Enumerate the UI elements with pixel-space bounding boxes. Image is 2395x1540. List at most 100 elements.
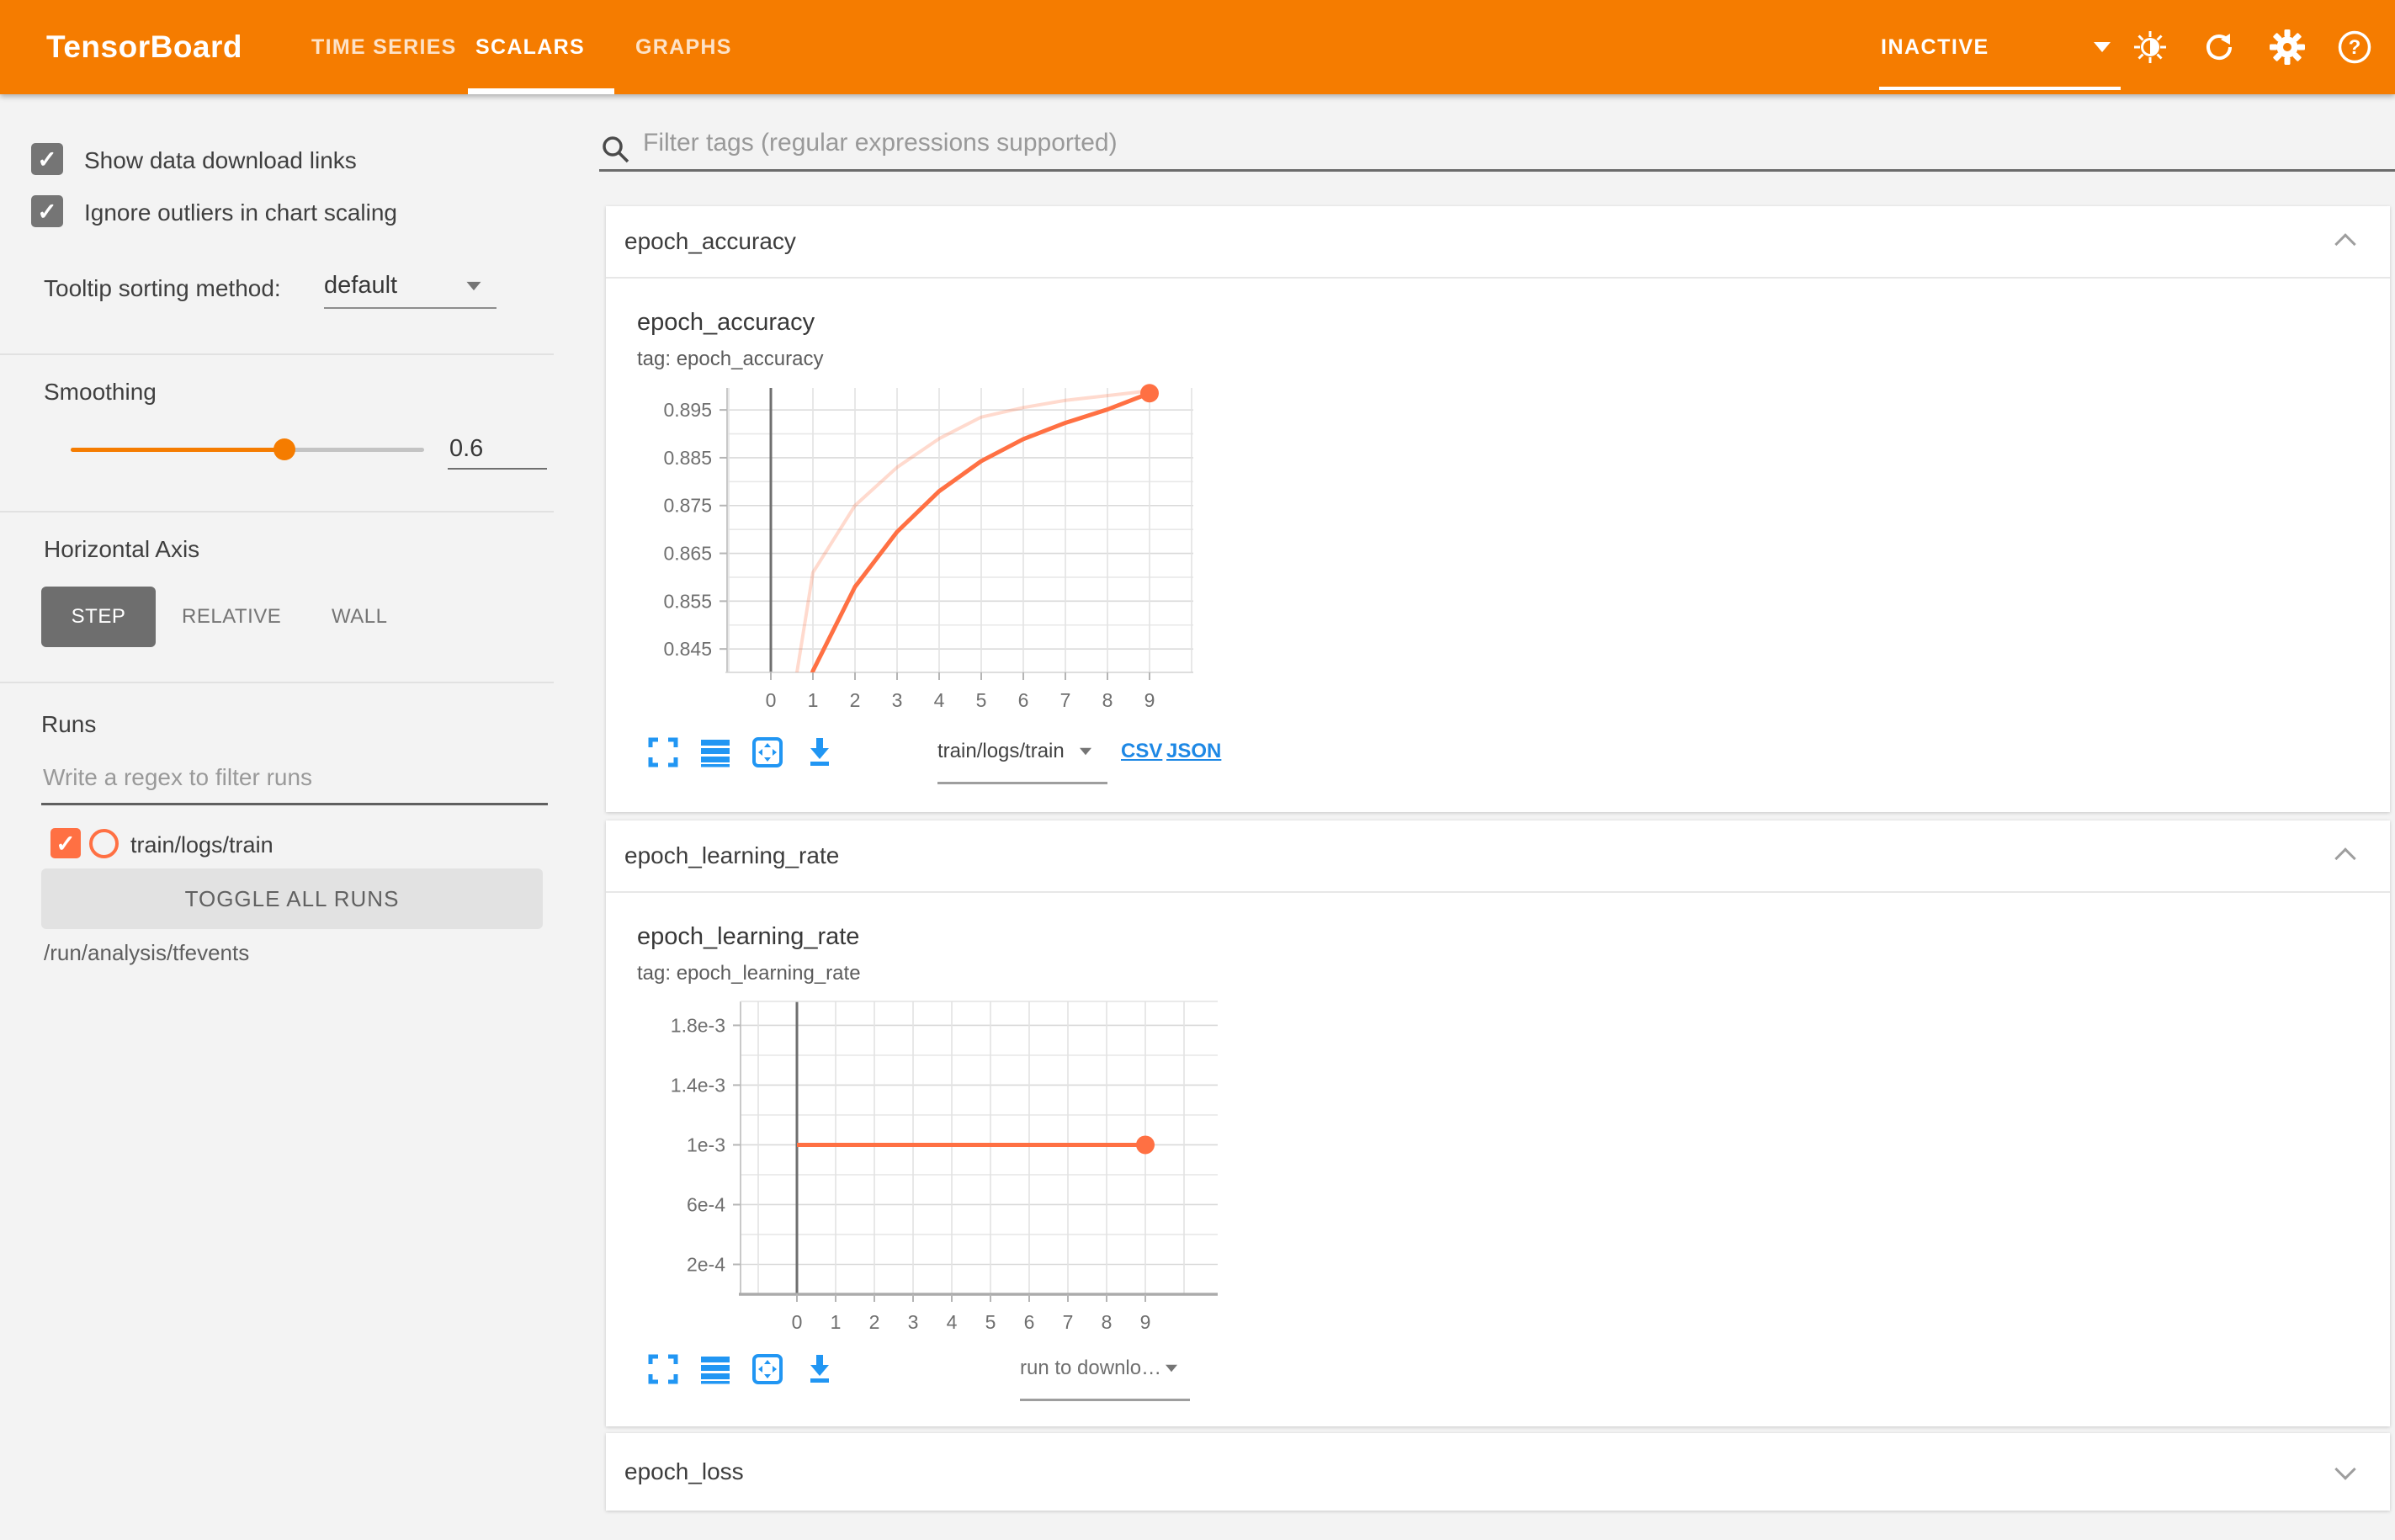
help-icon[interactable]: ? [2336, 29, 2373, 66]
tooltip-sorting-select[interactable]: default [324, 272, 398, 299]
active-tab-underline [468, 88, 614, 94]
x-axis-tick-label: 2 [850, 689, 861, 711]
x-axis-tick-label: 7 [1063, 1311, 1074, 1333]
section-header[interactable]: epoch_learning_rate [624, 842, 840, 868]
x-axis-tick-label: 1 [808, 689, 819, 711]
run-download-select[interactable]: run to downlo… [1020, 1357, 1162, 1379]
svg-text:?: ? [2349, 36, 2361, 59]
y-axis-tick-label: 0.855 [663, 590, 712, 612]
x-axis-tick-label: 9 [1140, 1311, 1151, 1333]
fullscreen-icon[interactable] [647, 736, 679, 768]
checkbox-label: Ignore outliers in chart scaling [84, 199, 397, 226]
brightness-icon[interactable] [2132, 29, 2169, 66]
x-axis-tick-label: 6 [1024, 1311, 1035, 1333]
horizontal-axis-label: Horizontal Axis [44, 536, 200, 562]
chart-tag: tag: epoch_learning_rate [637, 962, 861, 985]
settings-sidebar: Show data download links Ignore outliers… [0, 94, 555, 1540]
smoothing-slider-thumb[interactable] [273, 438, 295, 460]
toggle-all-runs-button[interactable]: TOGGLE ALL RUNS [41, 868, 543, 929]
series-endpoint-marker [1136, 1135, 1155, 1155]
chart-title: epoch_learning_rate [637, 923, 860, 950]
show-download-links-checkbox[interactable] [31, 143, 63, 175]
collapse-icon[interactable] [2334, 233, 2356, 255]
y-axis-tick-label: 0.885 [663, 447, 712, 469]
sidebar-divider [0, 353, 554, 355]
smoothing-slider-fill [71, 448, 283, 452]
fit-domain-icon[interactable] [751, 1353, 783, 1385]
section-header[interactable]: epoch_accuracy [624, 228, 796, 254]
tab-scalars[interactable]: SCALARS [475, 35, 585, 59]
chevron-down-icon [466, 281, 481, 291]
logdir-path: /run/analysis/tfevents [44, 940, 250, 965]
chevron-down-icon[interactable] [2094, 42, 2111, 52]
x-axis-tick-label: 5 [985, 1311, 996, 1333]
status-dropdown[interactable]: INACTIVE [1881, 35, 1989, 59]
axis-relative-button[interactable]: RELATIVE [182, 605, 282, 628]
card-divider [606, 891, 2390, 893]
x-axis-tick-label: 8 [1102, 1311, 1113, 1333]
json-download-link[interactable]: JSON [1166, 740, 1222, 762]
chart-tag: tag: epoch_accuracy [637, 348, 824, 370]
epoch-learning-rate-card: epoch_learning_rate epoch_learning_rate … [606, 820, 2390, 1426]
app-header: TensorBoard TIME SERIES SCALARS GRAPHS I… [0, 0, 2395, 94]
x-axis-tick-label: 0 [766, 689, 777, 711]
accuracy-line-chart[interactable]: 0.845 0.855 0.865 0.875 0.885 0.895 0 1 2 3 4 5 6 7 8 9 [623, 379, 1262, 715]
chevron-down-icon [1166, 1364, 1177, 1373]
sidebar-divider [0, 511, 554, 512]
x-axis-tick-label: 2 [869, 1311, 880, 1333]
y-axis-tick-label: 0.865 [663, 543, 712, 565]
tab-graphs[interactable]: GRAPHS [635, 35, 732, 59]
epoch-loss-card: epoch_loss [606, 1433, 2390, 1511]
input-underline [448, 468, 547, 470]
axis-step-button[interactable]: STEP [41, 587, 156, 647]
x-axis-tick-label: 4 [947, 1311, 958, 1333]
refresh-icon[interactable] [2201, 29, 2238, 66]
filter-tags-input[interactable] [641, 128, 1991, 158]
tooltip-sorting-label: Tooltip sorting method: [44, 275, 281, 301]
settings-icon[interactable] [2269, 29, 2306, 66]
section-header[interactable]: epoch_loss [624, 1458, 744, 1484]
smoothing-value-input[interactable] [448, 434, 550, 464]
runs-label: Runs [41, 711, 97, 737]
runs-filter-input[interactable] [41, 763, 516, 792]
view-lines-icon[interactable] [699, 736, 731, 768]
run-checkbox[interactable] [50, 828, 81, 858]
ignore-outliers-checkbox[interactable] [31, 195, 63, 227]
download-icon[interactable] [804, 736, 836, 768]
axis-wall-button[interactable]: WALL [332, 605, 388, 628]
series-line-smoothed [810, 390, 1150, 672]
download-icon[interactable] [804, 1353, 836, 1385]
learning-rate-line-chart[interactable]: 2e-4 6e-4 1e-3 1.4e-3 1.8e-3 0 1 2 3 4 5 6 7 8 9 [623, 993, 1262, 1342]
checkbox-label: Show data download links [84, 147, 357, 173]
tab-time-series[interactable]: TIME SERIES [311, 35, 457, 59]
csv-download-link[interactable]: CSV [1121, 740, 1163, 762]
fullscreen-icon[interactable] [647, 1353, 679, 1385]
x-axis-tick-label: 0 [792, 1311, 803, 1333]
y-axis-tick-label: 0.845 [663, 638, 712, 660]
view-lines-icon[interactable] [699, 1353, 731, 1385]
x-axis-tick-label: 4 [934, 689, 945, 711]
fit-domain-icon[interactable] [751, 736, 783, 768]
x-axis-tick-label: 9 [1144, 689, 1155, 711]
y-axis-tick-label: 0.875 [663, 495, 712, 517]
sidebar-divider [0, 682, 554, 683]
series-line-raw [794, 389, 1150, 672]
expand-icon[interactable] [2334, 1458, 2356, 1480]
x-axis-tick-label: 1 [831, 1311, 842, 1333]
epoch-accuracy-card: epoch_accuracy epoch_accuracy tag: epoch… [606, 206, 2390, 812]
y-axis-tick-label: 1e-3 [687, 1134, 725, 1155]
app-logo: TensorBoard [46, 29, 243, 64]
y-axis-tick-label: 6e-4 [687, 1193, 725, 1215]
x-axis-tick-label: 6 [1018, 689, 1029, 711]
smoothing-label: Smoothing [44, 379, 157, 405]
select-underline [1020, 1399, 1190, 1401]
chart-title: epoch_accuracy [637, 309, 815, 336]
y-axis-tick-label: 1.4e-3 [671, 1074, 725, 1096]
card-divider [606, 277, 2390, 279]
select-underline [324, 307, 497, 309]
collapse-icon[interactable] [2334, 847, 2356, 869]
run-color-swatch[interactable] [89, 829, 119, 858]
y-axis-tick-label: 2e-4 [687, 1253, 725, 1275]
run-download-select[interactable]: train/logs/train [937, 740, 1065, 762]
